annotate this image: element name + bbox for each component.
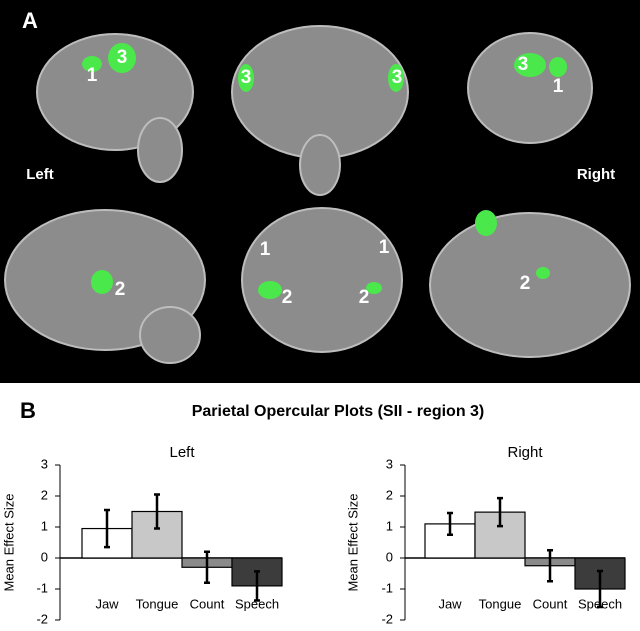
region-label: 2 [115,279,126,300]
region-label: 3 [117,47,128,68]
error-bar [447,511,453,536]
y-tick-label: 3 [41,456,48,471]
y-tick-label: 2 [386,487,393,502]
panel-label: B [20,398,36,423]
panel-label: A [22,8,38,33]
y-tick-label: -1 [381,580,393,595]
error-bar [154,493,160,530]
y-tick-label: 2 [41,487,48,502]
y-axis-label: Mean Effect Size [1,493,16,591]
y-tick-label: -2 [36,611,48,626]
panel-title: Parietal Opercular Plots (SII - region 3… [192,403,485,420]
y-tick-label: 1 [386,518,393,533]
y-axis-label: Mean Effect Size [345,493,360,591]
y-tick-label: 0 [41,549,48,564]
x-tick-label: Count [533,596,568,611]
y-tick-label: 1 [41,518,48,533]
region-label: 3 [241,67,252,88]
y-tick-label: 0 [386,549,393,564]
region-label: 1 [260,239,271,260]
region-label: 3 [518,54,529,75]
side-label: Left [26,166,54,183]
region-label: 2 [282,287,293,308]
brain-images [4,25,631,364]
y-tick-label: -1 [36,580,48,595]
error-bar [254,570,260,602]
region-label: 1 [87,65,98,86]
chart-title: Left [169,444,195,461]
side-label: Right [577,166,615,183]
x-tick-label: Tongue [136,596,179,611]
region-label: 1 [553,76,564,97]
y-tick-label: -2 [381,611,393,626]
error-bar [204,550,210,585]
x-tick-label: Jaw [438,596,462,611]
error-bar [547,549,553,583]
region-label: 2 [359,287,370,308]
error-bar [597,569,603,609]
region-label: 2 [520,273,531,294]
x-tick-label: Jaw [95,596,119,611]
x-tick-label: Speech [578,596,622,611]
x-tick-label: Speech [235,596,279,611]
chart-title: Right [507,444,543,461]
region-label: 3 [392,67,403,88]
error-bar [104,508,110,549]
region-label: 1 [379,237,390,258]
error-bar [497,496,503,528]
y-tick-label: 3 [386,456,393,471]
x-tick-label: Count [190,596,225,611]
x-tick-label: Tongue [479,596,522,611]
